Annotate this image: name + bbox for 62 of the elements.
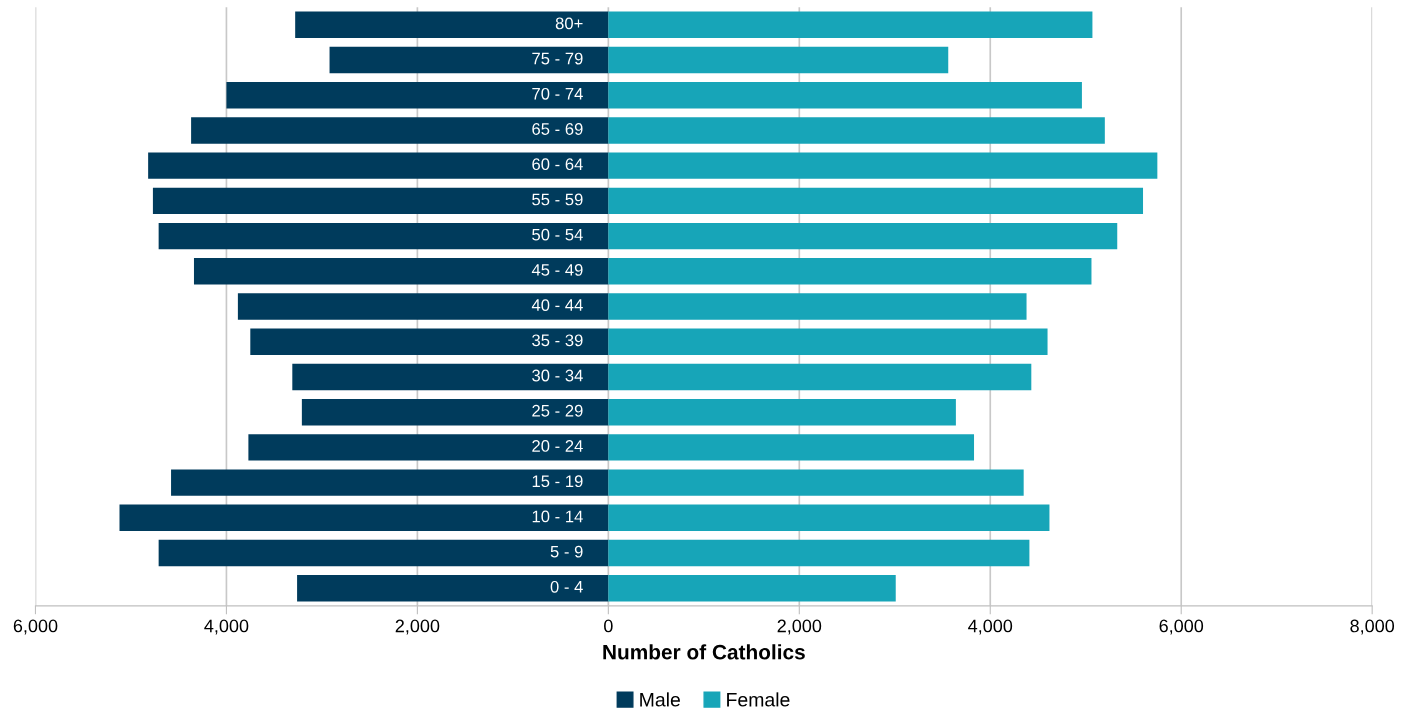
y-tick-label: 20 - 24	[532, 440, 583, 452]
bar	[608, 187, 1144, 215]
bar	[295, 11, 609, 38]
bar	[608, 117, 1105, 144]
legend-label: Female	[727, 692, 790, 707]
y-tick-label: 45 - 49	[531, 263, 583, 276]
y-tick-label: 40 - 44	[531, 299, 583, 311]
x-tick-label: 6,000	[13, 619, 58, 635]
bar	[152, 187, 609, 215]
x-tick-label: 8,000	[1350, 619, 1395, 635]
y-tick-label: 10 - 14	[532, 510, 583, 523]
bar	[297, 575, 609, 602]
bar	[608, 46, 949, 74]
y-tick-label: 60 - 64	[532, 158, 583, 171]
y-tick-label: 5 - 9	[550, 545, 583, 558]
legend-label: Male	[640, 692, 680, 707]
y-tick-label: 70 - 74	[532, 87, 583, 100]
y-tick-label: 25 - 29	[532, 404, 583, 417]
y-tick-label: 65 - 69	[532, 123, 583, 135]
bar	[237, 293, 609, 320]
bar	[608, 258, 1092, 285]
bar	[608, 469, 1024, 496]
bar	[158, 222, 609, 250]
y-tick-label: 35 - 39	[532, 334, 583, 347]
bar	[191, 117, 609, 144]
y-tick-label: 75 - 79	[532, 52, 583, 65]
bar	[250, 328, 609, 355]
x-axis-title: Number of Catholics	[603, 644, 805, 660]
bar	[608, 152, 1158, 179]
bar	[608, 434, 975, 461]
bar	[193, 258, 609, 285]
x-tick-label: 6,000	[1159, 619, 1204, 635]
bar	[148, 152, 609, 179]
bar	[158, 539, 609, 567]
x-tick-label: 4,000	[204, 619, 249, 635]
bar	[292, 363, 609, 391]
bar	[119, 504, 609, 532]
x-tick-label: 2,000	[777, 619, 822, 635]
bar	[248, 434, 609, 461]
bar	[608, 398, 956, 426]
bar	[608, 222, 1118, 250]
y-tick-label: 50 - 54	[532, 228, 583, 241]
bar	[608, 504, 1050, 532]
y-tick-label: 30 - 34	[532, 369, 583, 382]
bar	[608, 575, 896, 602]
bar	[329, 46, 609, 74]
y-tick-label: 15 - 19	[532, 475, 583, 488]
y-tick-label: 80+	[555, 17, 583, 30]
x-tick-label: 4,000	[968, 619, 1013, 635]
bar	[608, 82, 1082, 109]
bar	[608, 539, 1030, 567]
bar	[608, 11, 1093, 38]
bar	[226, 82, 609, 109]
x-tick-label: 0	[604, 619, 613, 633]
bar	[608, 293, 1027, 320]
y-tick-label: 0 - 4	[550, 580, 583, 593]
x-tick-label: 2,000	[395, 619, 440, 635]
bar	[171, 469, 609, 496]
bar	[608, 363, 1032, 391]
y-tick-label: 55 - 59	[532, 193, 583, 206]
bar	[301, 398, 609, 426]
bar	[608, 328, 1048, 355]
